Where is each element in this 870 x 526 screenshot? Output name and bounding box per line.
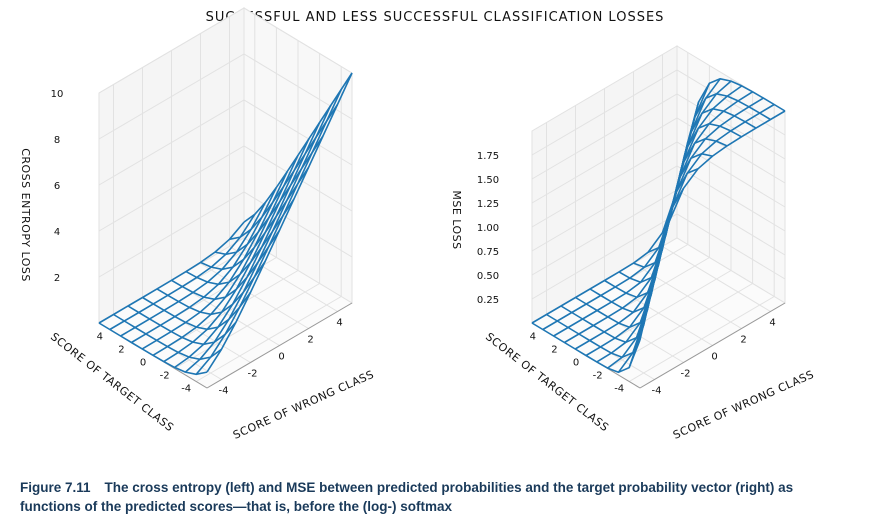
surface-wire-y [243,72,353,223]
y-tick-label: 4 [97,332,103,343]
y-tick-label: 4 [530,332,536,343]
y-tick-label: -2 [593,371,603,382]
mse-plot: -4 -2 0 2 4 -4 -2 0 2 4 0.25 0.50 0.75 1.00 1.25 1.50 1.… [450,45,816,442]
x-axis-label: SCORE OF WRONG CLASS [671,368,816,442]
y-tick-label: 0 [140,358,146,369]
surface-wire-y [546,276,656,359]
caption-label: Figure 7.11 [20,480,91,495]
z-tick-label: 1.25 [477,199,499,210]
surface-wire-y [185,198,295,286]
z-gridline [531,141,786,228]
z-gridline [531,69,786,156]
figure-canvas: -4 -2 0 2 4 -4 -2 0 2 4 2 4 6 8 10 CROSS ENTROPY LOSS SC… [19,7,816,442]
z-tick-label: 0.75 [477,247,499,258]
x-tick-label: -4 [652,386,662,397]
y-tick-label: 0 [573,358,579,369]
x-tick-label: 4 [336,318,342,329]
z-gridline [531,165,786,252]
surface-wire-y [214,135,324,256]
surface-wire-y [171,229,281,301]
z-axis-label: MSE LOSS [450,190,463,249]
x-tick-label: -2 [248,369,258,380]
z-tick-label: 4 [54,227,60,238]
z-tick-label: 1.00 [477,223,499,234]
y-tick-label: 2 [118,345,124,356]
z-tick-label: 0.25 [477,295,499,306]
y-tick-label: -2 [160,371,170,382]
z-tick-label: 2 [54,273,60,284]
y-gridline [195,66,342,382]
z-tick-label: 1.50 [477,175,499,186]
x-tick-label: 2 [307,335,313,346]
surface-wire-y [156,261,266,316]
figure-title: SUCCESSFUL AND LESS SUCCESSFUL CLASSIFIC… [205,10,665,25]
z-gridline [531,93,786,180]
surface-wire-y [127,305,237,346]
x-tick-label: -4 [219,386,229,397]
x-axis-line [639,302,786,389]
y-tick-label: 2 [551,345,557,356]
y-tick-label: -4 [181,384,191,395]
z-gridline [98,191,353,278]
y-gridline [152,40,299,356]
surface-wire-y [589,168,699,314]
x-axis-line [206,302,353,389]
figure-caption: Figure 7.11 The cross entropy (left) and … [20,478,850,516]
surface-wire-y [142,291,252,331]
caption-text: The cross entropy (left) and MSE between… [20,480,794,514]
z-tick-label: 6 [54,181,60,192]
z-gridline [98,53,353,140]
x-gridline [229,16,338,312]
z-gridline [531,213,786,300]
x-tick-label: 0 [278,352,284,363]
x-tick-label: 4 [769,318,775,329]
z-gridline [531,117,786,204]
z-axis-label: CROSS ENTROPY LOSS [19,148,32,282]
y-gridline [607,91,754,369]
z-tick-label: 1.75 [477,151,499,162]
surface-wire-y [98,322,208,376]
x-tick-label: -2 [681,369,691,380]
x-gridline [200,33,309,329]
surface-wire-y [200,167,310,271]
y-tick-label: -4 [614,384,624,395]
surface-wire-y [676,78,786,191]
x-tick-label: 2 [740,335,746,346]
surface-wire-y [604,153,713,299]
surface-wire-y [647,108,757,254]
surface-wire-y [113,313,222,361]
z-gridline [98,7,353,94]
surface-wire-y [229,104,339,241]
z-gridline [98,145,353,232]
surface-wire-y [531,322,641,374]
z-tick-label: 10 [51,89,64,100]
z-tick-label: 0.50 [477,271,499,282]
x-tick-label: 0 [711,352,717,363]
y-gridline [628,104,775,382]
z-tick-label: 8 [54,135,60,146]
